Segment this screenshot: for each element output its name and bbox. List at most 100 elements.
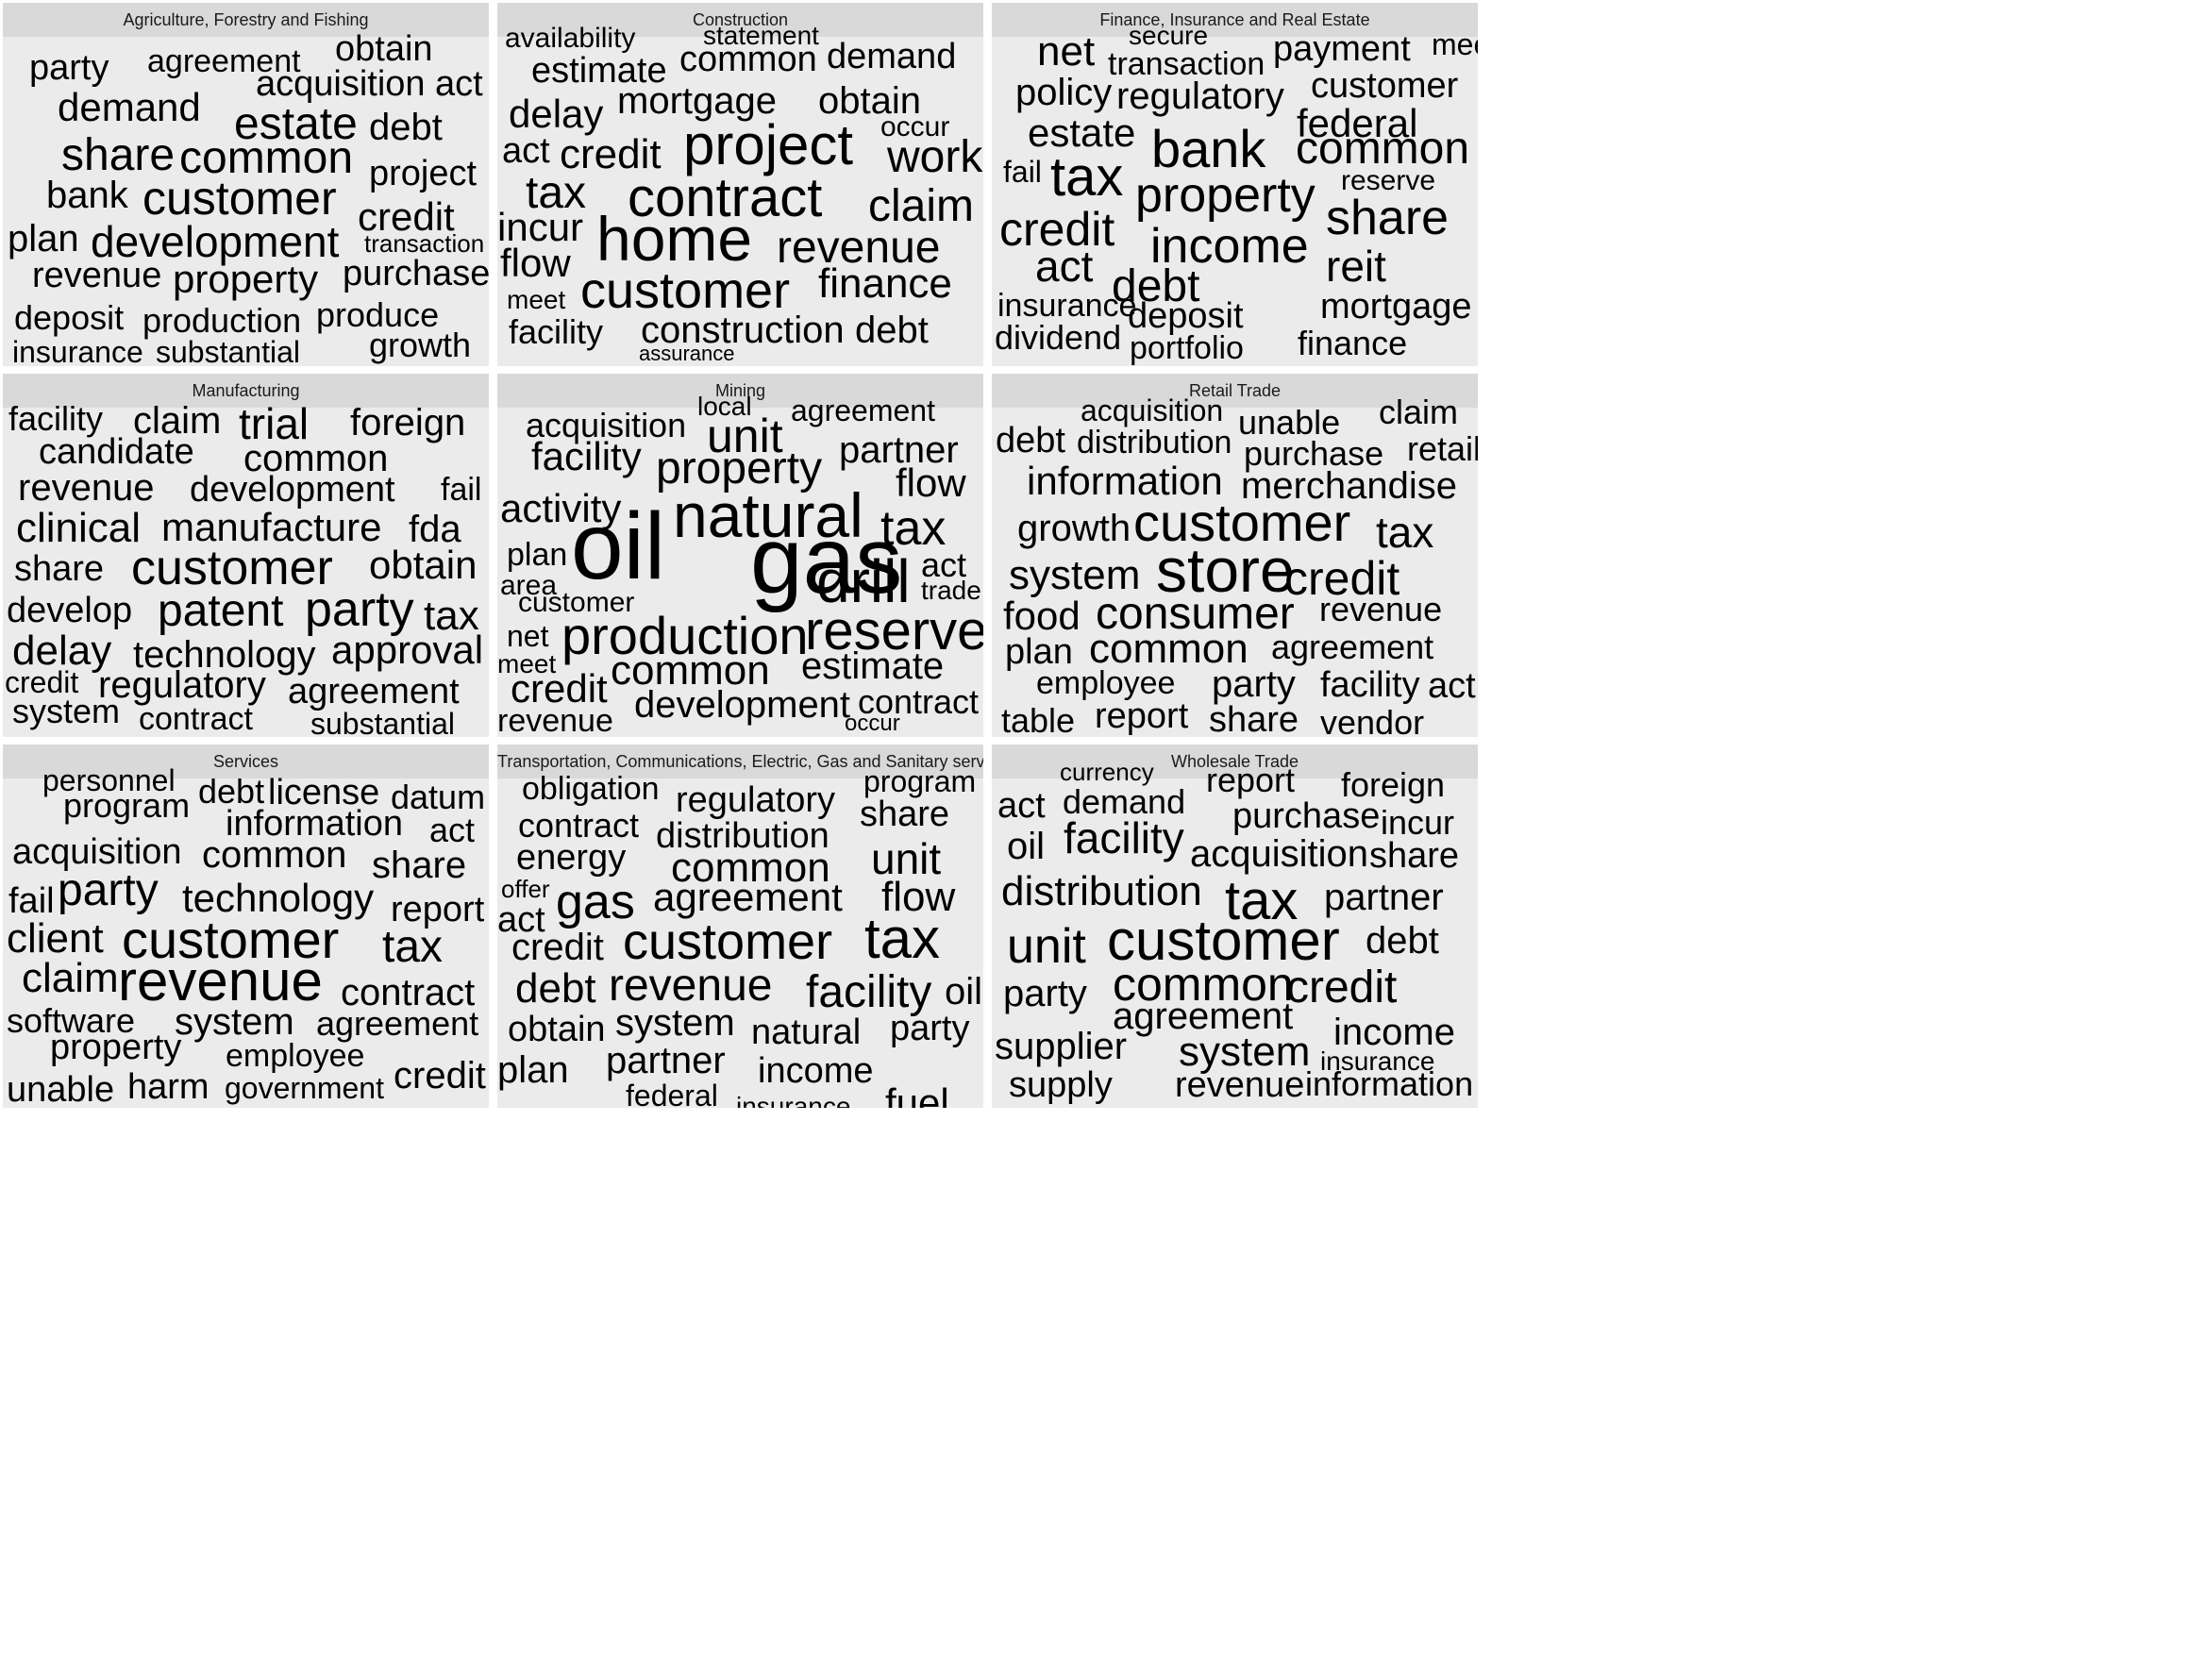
cloud-word: plan [8,218,79,259]
cloud-word: credit [511,666,608,711]
cloud-word: reserve [805,600,983,661]
cloud-word: information [226,804,403,844]
cloud-word: agreement [147,43,301,79]
cloud-word: construction [641,310,845,351]
cloud-word: facility [8,399,104,438]
cloud-word: federal [1297,101,1418,145]
cloud-word: act [921,545,967,584]
cloud-word: gas [750,508,903,613]
cloud-word: revenue [118,949,323,1013]
cloud-word: demand [58,85,201,129]
cloud-word: unit [707,410,783,462]
cloud-word: finance [1298,324,1408,362]
cloud-word: agreement [653,875,843,919]
cloud-word: estimate [801,645,945,687]
cloud-word: revenue [32,256,162,295]
cloud-word: credit [560,131,662,177]
cloud-word: supplier [995,1026,1128,1067]
panel-agriculture: Agriculture, Forestry and Fishing party a… [3,3,489,366]
cloud-word: tax [880,501,947,556]
cloud-word: growth [1017,508,1131,549]
cloud-word: policy [1015,72,1113,113]
cloud-word: deposit [1128,296,1244,336]
cloud-word: fuel [885,1080,949,1109]
cloud-word: federal [626,1079,718,1108]
cloud-word: obtain [335,29,433,69]
cloud-word: income [1150,219,1309,274]
cloud-word: customer [518,587,635,618]
cloud-word: agreement [1271,628,1434,666]
cloud-word: net [507,619,549,653]
cloud-word: revenue [609,961,773,1011]
cloud-word: transaction [364,229,485,258]
cloud-word: system [175,1001,294,1043]
cloud-word: party [58,865,159,915]
cloud-word: natural [673,480,863,550]
cloud-word: foreign [350,402,466,444]
cloud-word: plan [1005,632,1073,672]
panel-title: Transportation, Communications, Electric… [497,745,983,778]
cloud-word: harm [127,1067,209,1107]
cloud-word: fail [8,881,55,921]
cloud-word: delay [12,628,112,674]
cloud-word: partner [606,1040,726,1081]
cloud-word: flow [896,460,966,505]
cloud-word: agreement [1113,996,1294,1037]
cloud-word: substantial [310,707,455,737]
cloud-word: substantial [156,335,300,366]
cloud-word: revenue [18,467,155,509]
cloud-word: facility [531,434,642,478]
cloud-word: customer [1107,909,1340,972]
cloud-word: tax [382,922,444,972]
cloud-word: system [1179,1029,1311,1075]
cloud-word: project [683,113,854,176]
cloud-word: contract [341,972,476,1013]
cloud-word: insurance [997,288,1137,324]
cloud-word: share [61,130,176,180]
cloud-word: fail [441,472,482,508]
cloud-word: tax [1225,870,1299,931]
cloud-word: demand [827,37,957,76]
cloud-word: act [435,64,483,104]
cloud-word: acquisition [1081,393,1224,427]
cloud-word: common [1296,124,1470,174]
cloud-word: agreement [791,393,935,427]
cloud-word: regulatory [1116,75,1284,117]
cloud-word: development [634,684,851,726]
cloud-word: act [997,786,1046,826]
cloud-word: act [502,131,550,171]
cloud-word: obtain [369,543,478,587]
cloud-word: home [596,204,753,274]
cloud-word: system [12,692,121,730]
cloud-word: development [190,470,395,510]
cloud-word: tax [424,593,479,639]
cloud-word: purchase [1232,796,1381,836]
cloud-word: common [671,845,830,891]
cloud-word: contract [628,167,823,228]
cloud-word: oil [945,971,983,1013]
cloud-word: unable [1238,403,1341,442]
cloud-word: estate [234,99,358,149]
cloud-word: tax [864,907,941,970]
panel-title: Agriculture, Forestry and Fishing [3,3,489,37]
cloud-word: act [1428,666,1476,706]
cloud-word: clinical [16,505,142,551]
cloud-word: report [1095,696,1189,736]
cloud-word: acquisition [256,64,426,104]
cloud-word: party [890,1009,970,1048]
cloud-word: incur [1381,803,1455,842]
cloud-word: debt [996,421,1065,460]
cloud-word: local [697,392,752,421]
cloud-word: acquisition [1190,833,1369,875]
cloud-word: share [1326,191,1450,245]
cloud-word: flow [500,241,571,285]
cloud-word: vendor [1320,703,1425,738]
cloud-word: technology [182,876,375,920]
cloud-word: energy [516,838,627,878]
panel-retail: Retail Trade acquisition claim debt distrib… [992,374,1478,737]
cloud-word: act [1035,242,1094,291]
cloud-word: income [758,1051,874,1091]
cloud-word: common [1089,626,1248,672]
cloud-word: meet [1432,27,1478,61]
cloud-word: act [497,900,545,940]
